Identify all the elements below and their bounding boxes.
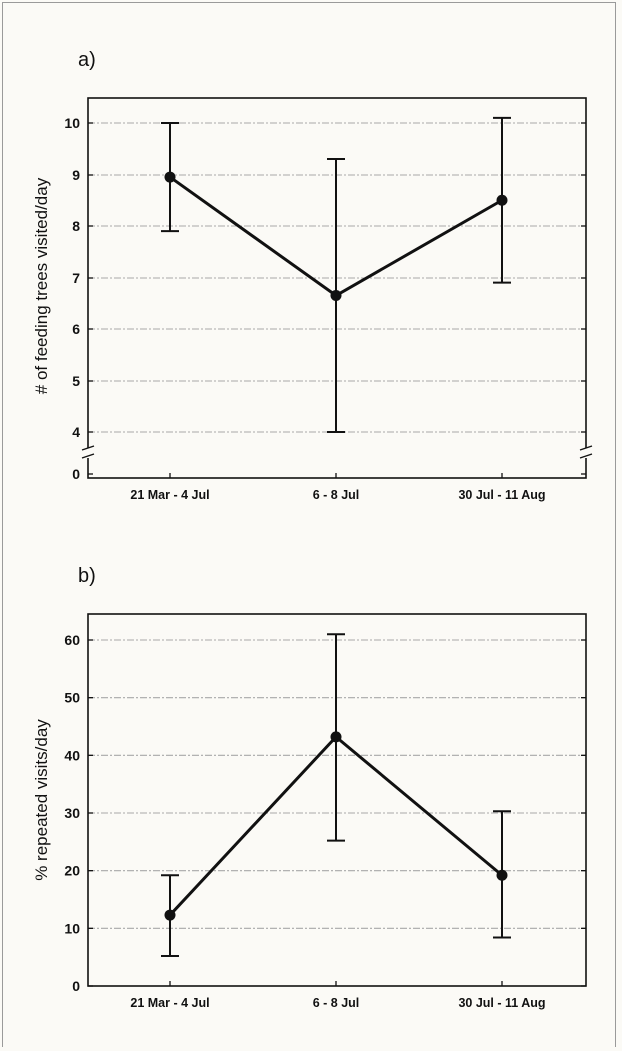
- panel-b-y-tick-label: 50: [64, 690, 80, 706]
- panel-b-x-ticks: 21 Mar - 4 Jul 6 - 8 Jul 30 Jul - 11 Aug: [130, 981, 546, 1010]
- panel-a-x-ticks: 21 Mar - 4 Jul 6 - 8 Jul 30 Jul - 11 Aug: [130, 473, 546, 502]
- panel-a-series: [161, 116, 511, 433]
- panel-a-y-tick-label: 0: [72, 466, 80, 482]
- panel-b-label: b): [78, 565, 96, 587]
- panel-a-y-tick-label: 9: [72, 167, 80, 183]
- chart-panel-b: b) % repeated visits/day 60 50 40 30 20 10 0 2…: [32, 565, 587, 1010]
- panel-a-y-axis-label: # of feeding trees visited/day: [32, 177, 51, 394]
- panel-b-y-tick-label: 60: [64, 632, 80, 648]
- panel-a-y-tick-label: 5: [72, 373, 80, 389]
- panel-b-x-tick-label: 21 Mar - 4 Jul: [130, 996, 209, 1010]
- panel-b-x-tick-label: 30 Jul - 11 Aug: [458, 996, 545, 1010]
- panel-a-data-point: [330, 290, 342, 302]
- panel-a-plot-frame: [87, 97, 587, 479]
- panel-a-y-ticks: 10 9 8 7 6 5 4 0: [64, 115, 586, 482]
- panel-b-y-axis-label: % repeated visits/day: [32, 719, 51, 881]
- panel-b-plot-frame: [87, 613, 587, 987]
- panel-b-data-point: [164, 909, 176, 921]
- panel-a-y-tick-label: 10: [64, 115, 80, 131]
- panel-a-y-tick-label: 4: [72, 424, 80, 440]
- panel-b-x-tick-label: 6 - 8 Jul: [313, 996, 360, 1010]
- panel-a-y-tick-label: 6: [72, 321, 80, 337]
- panel-b-data-point: [496, 869, 508, 881]
- panel-a-axis-break: [80, 445, 593, 459]
- chart-panel-a: a) # of feeding trees visited/day 10 9 8 7 6…: [32, 49, 593, 502]
- panel-b-data-point: [330, 731, 342, 743]
- panel-b-y-ticks: 60 50 40 30 20 10 0: [64, 632, 586, 994]
- panel-a-x-tick-label: 21 Mar - 4 Jul: [130, 488, 209, 502]
- panel-b-y-tick-label: 40: [64, 747, 80, 763]
- panel-a-x-tick-label: 30 Jul - 11 Aug: [458, 488, 545, 502]
- panel-b-series: [161, 633, 511, 958]
- panel-b-y-tick-label: 20: [64, 863, 80, 879]
- panel-a-y-tick-label: 7: [72, 270, 80, 286]
- panel-a-y-tick-label: 8: [72, 218, 80, 234]
- panel-b-y-tick-label: 30: [64, 805, 80, 821]
- panel-a-data-point: [164, 171, 176, 183]
- panel-b-y-tick-label: 10: [64, 920, 80, 936]
- panel-b-y-tick-label: 0: [72, 978, 80, 994]
- panel-a-data-point: [496, 194, 508, 206]
- panel-a-x-tick-label: 6 - 8 Jul: [313, 488, 360, 502]
- panel-a-label: a): [78, 49, 96, 71]
